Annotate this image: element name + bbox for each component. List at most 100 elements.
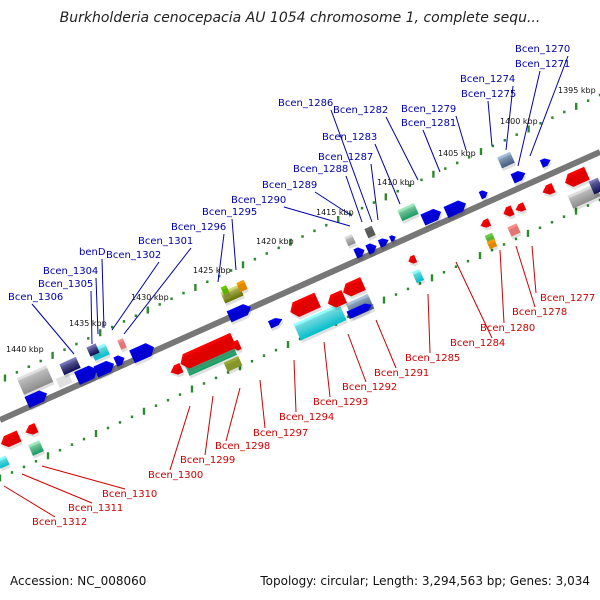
minor-tick [466, 259, 470, 263]
leader-line [375, 319, 397, 369]
gene-arrow-blue-shape [24, 390, 48, 408]
gene-arrow-blue-shadow [25, 393, 49, 411]
gene-label: Bcen_1270 [515, 44, 570, 55]
leader-line [169, 405, 191, 471]
gene-arrow-red-shape [327, 289, 348, 308]
minor-tick [346, 315, 350, 319]
gene-block-pink-shape [507, 223, 521, 237]
gene-arrow-blue [353, 247, 366, 262]
minor-tick [154, 404, 158, 408]
gene-block-navy-shadow [87, 346, 101, 360]
gene-features [0, 151, 600, 472]
gene-arrow-red [503, 205, 516, 220]
gene-arrow-blue [129, 343, 156, 367]
gene-arrow-blue [113, 355, 126, 370]
minor-tick [538, 226, 542, 230]
gene-label: Bcen_1281 [401, 118, 456, 129]
kbp-axis-labels: 1395 kbp 1400 kbp 1405 kbp 1410 kbp 1415 kbp… [6, 86, 596, 354]
leader-line [529, 55, 569, 157]
gene-arrow-red [25, 422, 40, 438]
gene-block-steel-shape [497, 151, 515, 169]
leader-line [499, 249, 505, 324]
leader-line [427, 293, 431, 354]
gene-arrow-red-shape [342, 277, 366, 297]
gene-label: Bcen_1296 [171, 222, 226, 233]
gene-arrow-blue-shape [478, 190, 488, 200]
gene-arrow-blue [365, 243, 378, 258]
leader-line [231, 218, 237, 271]
gene-label: Bcen_1290 [231, 195, 286, 206]
minor-tick [253, 257, 257, 261]
gene-arrow-blue-shape [346, 303, 372, 319]
minor-tick [325, 223, 328, 227]
gene-block-pink [117, 338, 129, 353]
kbp-tick-label: 1395 kbp [558, 86, 596, 95]
gene-block-cyan-shape [411, 268, 425, 284]
gene-arrow-blue-shadow [269, 320, 284, 332]
gene-arrow-red [342, 277, 368, 300]
gene-arrow-blue [93, 360, 116, 381]
minor-tick [408, 184, 411, 187]
gene-arrow-red [232, 339, 243, 354]
gene-block-navy [86, 343, 101, 360]
gene-arrow-blue [24, 390, 49, 411]
genome-stats: Topology: circular; Length: 3,294,563 bp… [260, 574, 590, 588]
leader-line [505, 85, 514, 151]
minor-tick [118, 421, 122, 424]
gene-block-cyan-shadow [0, 458, 11, 472]
gene-label: Bcen_1295 [202, 207, 257, 218]
minor-tick [122, 320, 126, 323]
gene-arrow-red-shadow [409, 257, 419, 267]
gene-arrow-blue [377, 238, 390, 251]
minor-tick [394, 293, 398, 296]
gene-block-orange [236, 279, 249, 295]
gene-block-olive-shadow [224, 358, 244, 375]
gene-arrow-red [290, 292, 323, 320]
major-tick [241, 261, 245, 269]
minor-tick [562, 215, 566, 218]
gene-arrow-blue-shape [353, 247, 365, 259]
minor-tick [503, 138, 506, 142]
gene-arrow-blue-shadow [511, 173, 527, 187]
gene-block-olive [220, 284, 245, 307]
minor-tick [166, 398, 170, 402]
leader-line [3, 485, 56, 518]
gene-block-cyan [293, 303, 348, 344]
minor-tick [274, 348, 278, 352]
gene-block-steel-shadow [498, 154, 517, 172]
minor-tick [63, 348, 66, 351]
gene-block-navy [59, 356, 82, 378]
gene-arrow-blue-shadow [227, 306, 253, 326]
gene-block-navy-shape [59, 356, 81, 376]
leader-line [21, 473, 93, 504]
gene-block-grey-shape [344, 233, 356, 247]
gene-label: Bcen_1274 [460, 74, 515, 85]
tick-dots [0, 93, 600, 482]
minor-tick [514, 237, 518, 241]
leader-line [95, 277, 99, 335]
gene-arrow-blue-shadow [541, 161, 552, 171]
minor-tick [22, 465, 26, 469]
minor-tick [586, 99, 590, 102]
minor-tick [158, 303, 161, 306]
minor-tick [170, 297, 173, 301]
leader-line [293, 359, 297, 413]
major-tick [142, 407, 146, 415]
leader-line [314, 191, 353, 217]
gene-label: Bcen_1302 [106, 250, 161, 261]
gene-label: Bcen_1279 [401, 104, 456, 115]
gene-block-grey [344, 233, 357, 249]
gene-arrow-red-shadow [2, 433, 23, 450]
gene-arrow-red-shape [0, 430, 22, 448]
gene-label: Bcen_1278 [512, 307, 567, 318]
kbp-tick-label: 1405 kbp [438, 149, 476, 158]
major-tick [0, 474, 2, 482]
minor-tick [442, 270, 446, 274]
gene-block-steel [497, 151, 517, 172]
minor-tick [418, 282, 422, 285]
leader-line [347, 333, 367, 383]
minor-tick [301, 235, 304, 238]
gene-block-cyan [411, 268, 426, 286]
accession: Accession: NC_008060 [10, 574, 147, 588]
